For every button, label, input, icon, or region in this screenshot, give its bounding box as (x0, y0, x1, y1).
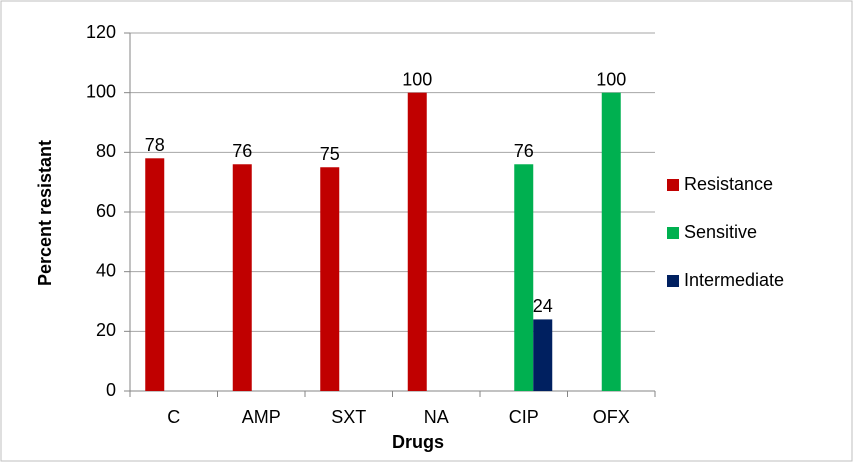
data-label: 75 (320, 144, 340, 164)
y-tick-label: 120 (86, 22, 116, 42)
data-label: 100 (596, 69, 626, 89)
y-tick-label: 80 (96, 141, 116, 161)
y-tick-label: 60 (96, 201, 116, 221)
legend-swatch (667, 227, 679, 239)
legend-label: Intermediate (684, 270, 784, 290)
x-tick-label: C (167, 407, 180, 427)
bar (145, 158, 165, 391)
legend-swatch (667, 275, 679, 287)
y-tick-label: 40 (96, 260, 116, 280)
bar (320, 167, 340, 391)
x-tick-label: NA (424, 407, 449, 427)
legend-swatch (667, 179, 679, 191)
bar (601, 92, 621, 392)
y-tick-label: 100 (86, 81, 116, 101)
data-label: 76 (514, 141, 534, 161)
y-axis-label: Percent resistant (35, 140, 55, 286)
data-label: 24 (533, 296, 553, 316)
legend-label: Sensitive (684, 222, 757, 242)
x-tick-label: SXT (331, 407, 366, 427)
data-label: 100 (402, 69, 432, 89)
y-tick-label: 0 (106, 380, 116, 400)
bar (533, 319, 553, 391)
x-tick-label: OFX (593, 407, 630, 427)
x-tick-label: CIP (509, 407, 539, 427)
data-label: 78 (145, 135, 165, 155)
bar (407, 92, 427, 392)
legend-label: Resistance (684, 174, 773, 194)
bar (514, 164, 534, 391)
data-label: 76 (232, 141, 252, 161)
bar (232, 164, 252, 391)
y-tick-label: 20 (96, 320, 116, 340)
x-axis-label: Drugs (392, 432, 444, 452)
x-tick-label: AMP (242, 407, 281, 427)
